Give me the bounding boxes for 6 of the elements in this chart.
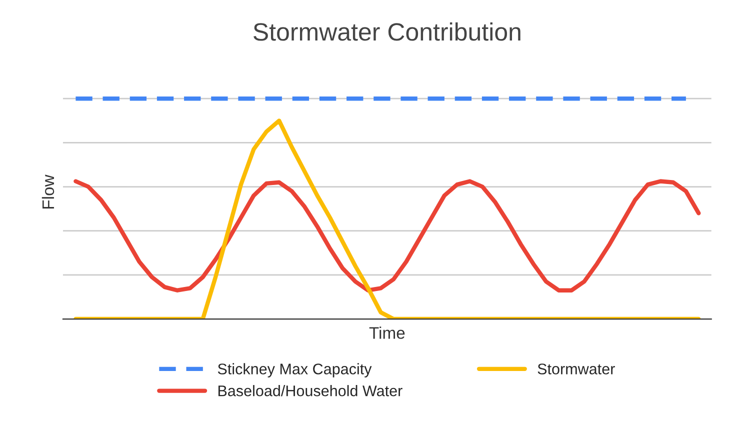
- x-axis-title: Time: [369, 326, 405, 339]
- legend-label: Stormwater: [538, 364, 615, 374]
- y-axis-title: Flow: [42, 174, 54, 209]
- chart-title: Stormwater Contribution: [254, 22, 520, 41]
- legend-label: Baseload/Household Water: [218, 385, 402, 396]
- legend-label: Stickney Max Capacity: [218, 363, 372, 378]
